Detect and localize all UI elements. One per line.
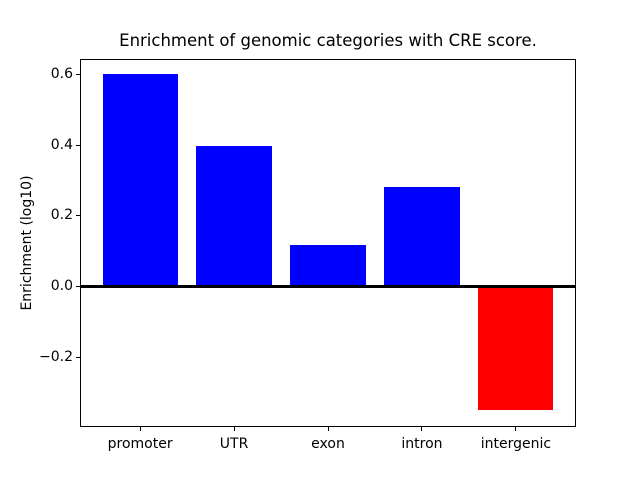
bar-intergenic (478, 286, 554, 410)
x-tick (233, 427, 235, 431)
y-tick (76, 357, 80, 358)
y-tick (76, 74, 80, 75)
zero-line (80, 284, 576, 288)
y-tick-label: 0.6 (50, 65, 73, 82)
y-tick-label: 0.4 (50, 136, 73, 153)
x-tick-label-exon: exon (311, 436, 345, 452)
x-tick (421, 427, 423, 431)
y-tick (76, 215, 80, 216)
bar-UTR (196, 146, 272, 287)
y-tick-label: −0.2 (39, 348, 73, 365)
y-tick (76, 286, 80, 287)
x-tick-label-UTR: UTR (219, 436, 249, 452)
x-tick (139, 427, 141, 431)
bar-exon (290, 245, 366, 287)
bar-intron (384, 187, 460, 287)
chart-title: Enrichment of genomic categories with CR… (119, 31, 537, 50)
x-tick-label-intergenic: intergenic (480, 436, 552, 452)
x-tick-label-intron: intron (401, 436, 443, 452)
y-tick (76, 145, 80, 146)
y-tick-label: 0.2 (50, 207, 73, 224)
bar-promoter (102, 73, 178, 287)
y-tick-label: 0.0 (50, 278, 73, 295)
x-tick (327, 427, 329, 431)
x-tick-label-promoter: promoter (107, 436, 173, 452)
plot-area (80, 59, 576, 427)
x-tick (515, 427, 517, 431)
